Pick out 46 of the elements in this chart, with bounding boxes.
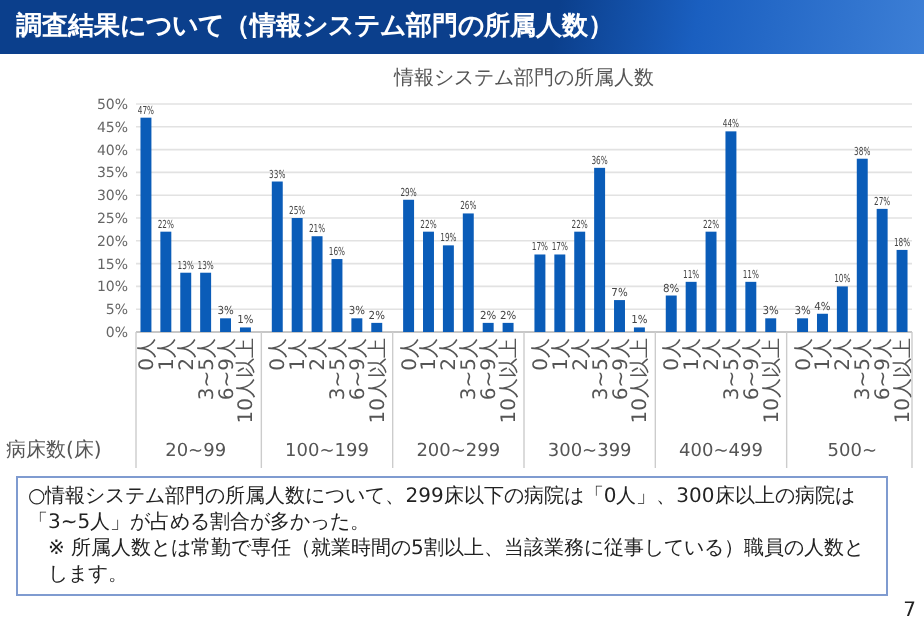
text: 20~99 bbox=[165, 442, 227, 462]
x-tick-label: 2人 bbox=[570, 338, 593, 371]
text: 500~ bbox=[827, 442, 878, 462]
x-tick-label: 10人以上 bbox=[628, 338, 653, 424]
x-tick-label: 10人以上 bbox=[365, 338, 390, 424]
x-tick-label: 0人 bbox=[662, 338, 685, 371]
x-tick-label: 3~5人 bbox=[327, 338, 350, 401]
x-tick-label: 0人 bbox=[530, 338, 553, 371]
text: 300~399 bbox=[547, 442, 633, 462]
text: ○情報システム部門の所属人数について、299床以下の病院は「0人」、300床以上の病院は「3~5人」が占める割合が多かった。 bbox=[28, 484, 857, 536]
x-axis-title: 病床数(床) bbox=[6, 438, 102, 462]
x-tick-label: 1人 bbox=[419, 338, 442, 371]
x-tick-label: 2人 bbox=[833, 338, 856, 371]
x-tick-label: 10人以上 bbox=[234, 338, 259, 424]
x-tick-label: 0人 bbox=[793, 338, 816, 371]
x-tick-label: 1人 bbox=[288, 338, 311, 371]
x-tick-label: 2人 bbox=[702, 338, 725, 371]
x-tick-label: 0人 bbox=[399, 338, 422, 371]
x-tick-label: 6~9人 bbox=[347, 338, 370, 401]
chart-title: 調査結果について（情報システム部門の所属人数） bbox=[0, 0, 924, 54]
x-tick-label: 0人 bbox=[136, 338, 159, 371]
x-tick-label: 1人 bbox=[682, 338, 705, 371]
x-tick-label: 1人 bbox=[813, 338, 836, 371]
x-tick-label: 3~5人 bbox=[853, 338, 876, 401]
x-tick-label: 1人 bbox=[156, 338, 179, 371]
x-tick-label: 3~5人 bbox=[459, 338, 482, 401]
x-tick-label: 10人以上 bbox=[497, 338, 522, 424]
x-tick-label: 6~9人 bbox=[610, 338, 633, 401]
x-tick-label: 2人 bbox=[176, 338, 199, 371]
x-tick-label: 2人 bbox=[439, 338, 462, 371]
text: 100~199 bbox=[285, 442, 370, 462]
x-tick-label: 10人以上 bbox=[891, 338, 916, 424]
x-tick-label: 6~9人 bbox=[216, 338, 239, 401]
chart-subtitle: 情報システム部門の所属人数 bbox=[392, 66, 654, 90]
x-tick-label: 3~5人 bbox=[590, 338, 613, 401]
text: 400~499 bbox=[679, 442, 764, 462]
text: 200~299 bbox=[416, 442, 501, 462]
x-tick-label: 6~9人 bbox=[741, 338, 764, 401]
x-tick-label: 0人 bbox=[268, 338, 291, 371]
x-tick-label: 10人以上 bbox=[759, 338, 784, 424]
x-tick-label: 1人 bbox=[550, 338, 573, 371]
x-tick-label: 3~5人 bbox=[721, 338, 744, 401]
text: ※ 所属人数とは常勤で専任（就業時間の5割以上、当該業務に従事している）職員の人数とします。 bbox=[46, 536, 866, 588]
text: 7 bbox=[903, 600, 916, 622]
x-tick-label: 2人 bbox=[308, 338, 331, 371]
x-tick-label: 3~5人 bbox=[196, 338, 219, 401]
